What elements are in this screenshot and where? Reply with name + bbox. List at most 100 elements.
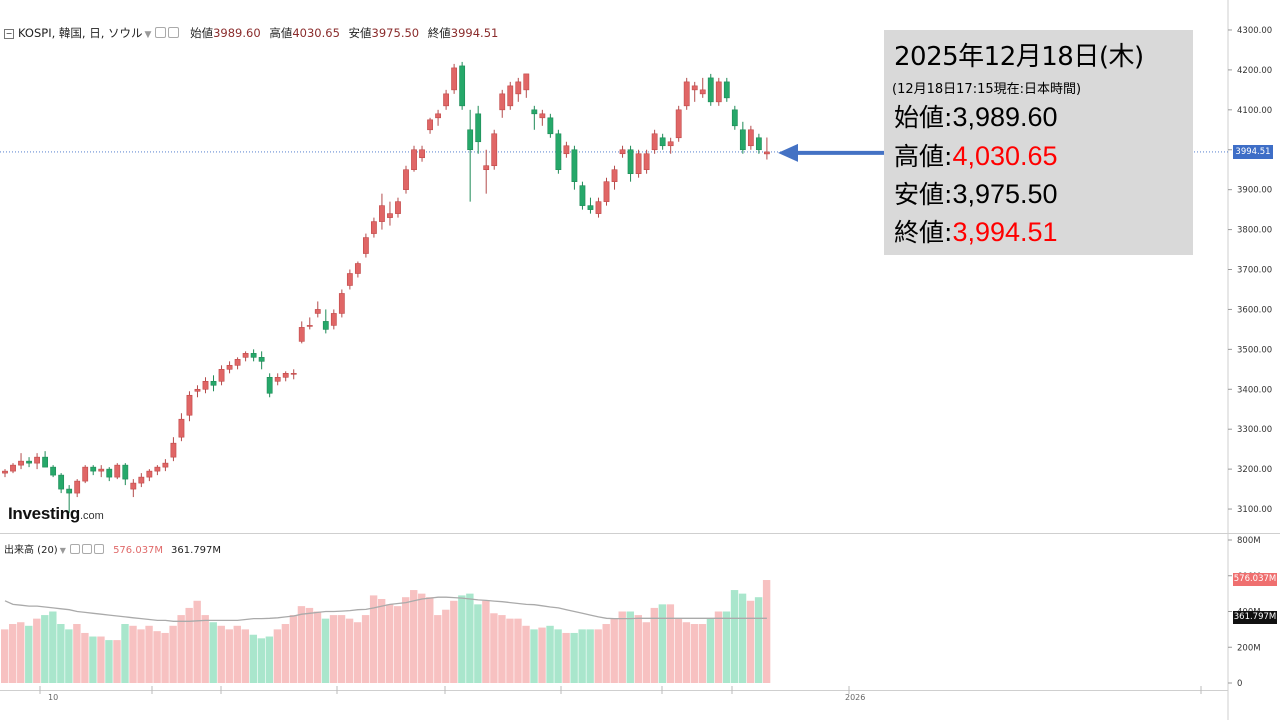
collapse-icon[interactable]: − [4, 29, 14, 39]
volume-bar [594, 629, 602, 683]
candle-body [659, 137, 666, 147]
candle-body [266, 377, 273, 394]
candle-body [643, 153, 650, 171]
candle [122, 463, 129, 486]
y-tick-label: 3900.00 [1237, 186, 1272, 196]
volume-dropdown-icon[interactable]: ▼ [59, 546, 66, 555]
volume-settings-icon[interactable] [81, 544, 92, 554]
candle [611, 165, 618, 190]
candle [258, 351, 265, 370]
candle-body [50, 466, 57, 476]
dropdown-arrow-icon[interactable]: ▼ [144, 30, 152, 40]
candle [130, 479, 137, 498]
candle [603, 177, 610, 206]
symbol-header: − KOSPI, 韓国, 日, ソウル ▼ 始値3989.60 高値4030.65 … [4, 25, 498, 41]
candle [715, 77, 722, 106]
info-row-open: 始値:3,989.60 [894, 98, 1058, 134]
candle-body [178, 418, 185, 438]
candle [387, 201, 393, 226]
y-tick-label: 3600.00 [1237, 305, 1272, 315]
volume-bar [353, 622, 362, 683]
info-open-label: 始値 [894, 103, 945, 132]
candle-body [571, 149, 578, 182]
candle-body [699, 89, 706, 95]
volume-bar [642, 622, 650, 683]
candle-body [42, 456, 48, 468]
candle [194, 385, 201, 398]
y-tick-label: 4200.00 [1237, 66, 1272, 76]
volume-close-icon[interactable] [93, 544, 104, 554]
volume-bar [169, 625, 177, 683]
info-row-close: 終値:3,994.51 [894, 213, 1058, 249]
candle-body [499, 93, 506, 111]
close-label: 終値 [427, 26, 451, 40]
candle [395, 197, 401, 218]
volume-bar [570, 632, 578, 683]
candle [555, 129, 562, 174]
volume-bar [177, 615, 185, 683]
candle [403, 165, 409, 194]
x-tick-label: 10 [48, 693, 58, 702]
info-date: 2025年12月18日(木) [894, 42, 1144, 72]
high-value: 4030.65 [292, 26, 340, 40]
candle-body [451, 67, 458, 91]
volume-tick-label: 200M [1237, 643, 1261, 653]
candle-body [475, 113, 482, 143]
candle-body [218, 369, 225, 382]
logo-suffix: .com [79, 510, 104, 522]
volume-bar [209, 622, 217, 683]
volume-bar [410, 590, 418, 683]
volume-visibility-icon[interactable] [69, 544, 80, 554]
volume-bar [81, 632, 89, 683]
volume-bar [329, 615, 338, 683]
candle [18, 453, 24, 470]
candle [531, 105, 538, 130]
candle [306, 317, 313, 330]
candle-body [531, 109, 538, 115]
candle-body [619, 149, 626, 155]
visibility-icon[interactable] [155, 27, 167, 38]
volume-bar [345, 618, 354, 683]
candle-body [427, 119, 433, 131]
candle-body [523, 73, 530, 91]
candle [579, 181, 586, 210]
volume-bar [666, 604, 675, 683]
candle [98, 465, 105, 478]
y-tick-label: 3500.00 [1237, 345, 1272, 355]
volume-bar [89, 636, 97, 683]
candle-body [387, 213, 393, 218]
volume-bar [730, 590, 739, 683]
candle-body [98, 468, 105, 472]
candle [146, 469, 153, 482]
candle-body [306, 325, 313, 327]
candle-body [18, 460, 24, 466]
candle [282, 371, 289, 382]
info-close-label: 終値 [894, 218, 945, 247]
volume-bar [281, 624, 290, 683]
candle-body [411, 149, 417, 171]
settings-icon[interactable] [168, 27, 180, 38]
info-low-label: 安値 [894, 180, 945, 209]
candle-body [74, 480, 81, 494]
candle-body [723, 81, 730, 99]
candle [178, 413, 185, 442]
candle [427, 117, 433, 134]
volume-bar [682, 622, 691, 683]
candle [475, 105, 482, 154]
candle [739, 121, 746, 154]
candle [338, 289, 345, 318]
candle-body [515, 81, 522, 95]
candle-body [755, 137, 762, 151]
candle-body [739, 129, 746, 151]
candle [411, 145, 417, 172]
close-value: 3994.51 [450, 26, 499, 40]
candle-body [435, 113, 441, 119]
candle-body [250, 353, 257, 358]
open-label: 始値 [190, 26, 214, 40]
candle [354, 261, 361, 278]
volume-bar [225, 629, 233, 683]
candle [50, 465, 57, 478]
candle [346, 269, 353, 290]
volume-bar [233, 625, 241, 683]
